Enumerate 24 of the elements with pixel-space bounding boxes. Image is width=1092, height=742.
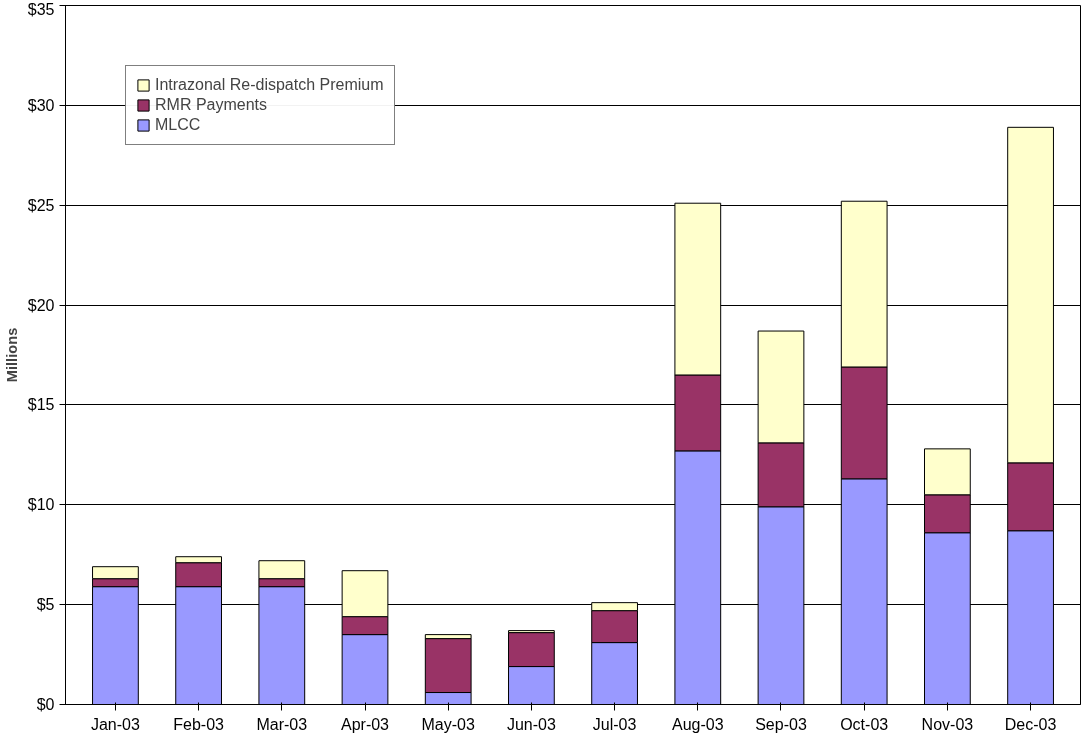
y-tick-label: $35 bbox=[27, 0, 55, 18]
y-axis-title: Millions bbox=[3, 327, 20, 383]
legend-label: RMR Payments bbox=[155, 96, 268, 114]
x-tick-label: Mar-03 bbox=[256, 715, 308, 733]
x-tick-label: Apr-03 bbox=[341, 715, 390, 733]
x-tick-label: Oct-03 bbox=[840, 715, 889, 733]
x-tick-label: Nov-03 bbox=[921, 715, 974, 733]
y-tick-label: $15 bbox=[27, 396, 55, 414]
x-tick-label: Jan-03 bbox=[90, 715, 140, 733]
y-tick-label: $25 bbox=[27, 196, 55, 214]
x-tick-label: May-03 bbox=[421, 715, 475, 733]
x-tick-label: Sep-03 bbox=[755, 715, 807, 733]
x-tick-label: Jun-03 bbox=[506, 715, 556, 733]
y-tick-label: $5 bbox=[36, 596, 55, 614]
x-tick-label: Dec-03 bbox=[1004, 715, 1057, 733]
x-tick-label: Feb-03 bbox=[173, 715, 225, 733]
y-tick-label: $10 bbox=[27, 496, 55, 514]
legend-label: MLCC bbox=[155, 116, 201, 134]
x-tick-label: Aug-03 bbox=[672, 715, 724, 733]
y-tick-label: $20 bbox=[27, 296, 55, 314]
y-tick-label: $30 bbox=[27, 96, 55, 114]
y-tick-label: $0 bbox=[36, 696, 55, 713]
x-tick-label: Jul-03 bbox=[592, 715, 637, 733]
legend-label: Intrazonal Re-dispatch Premium bbox=[155, 76, 384, 94]
